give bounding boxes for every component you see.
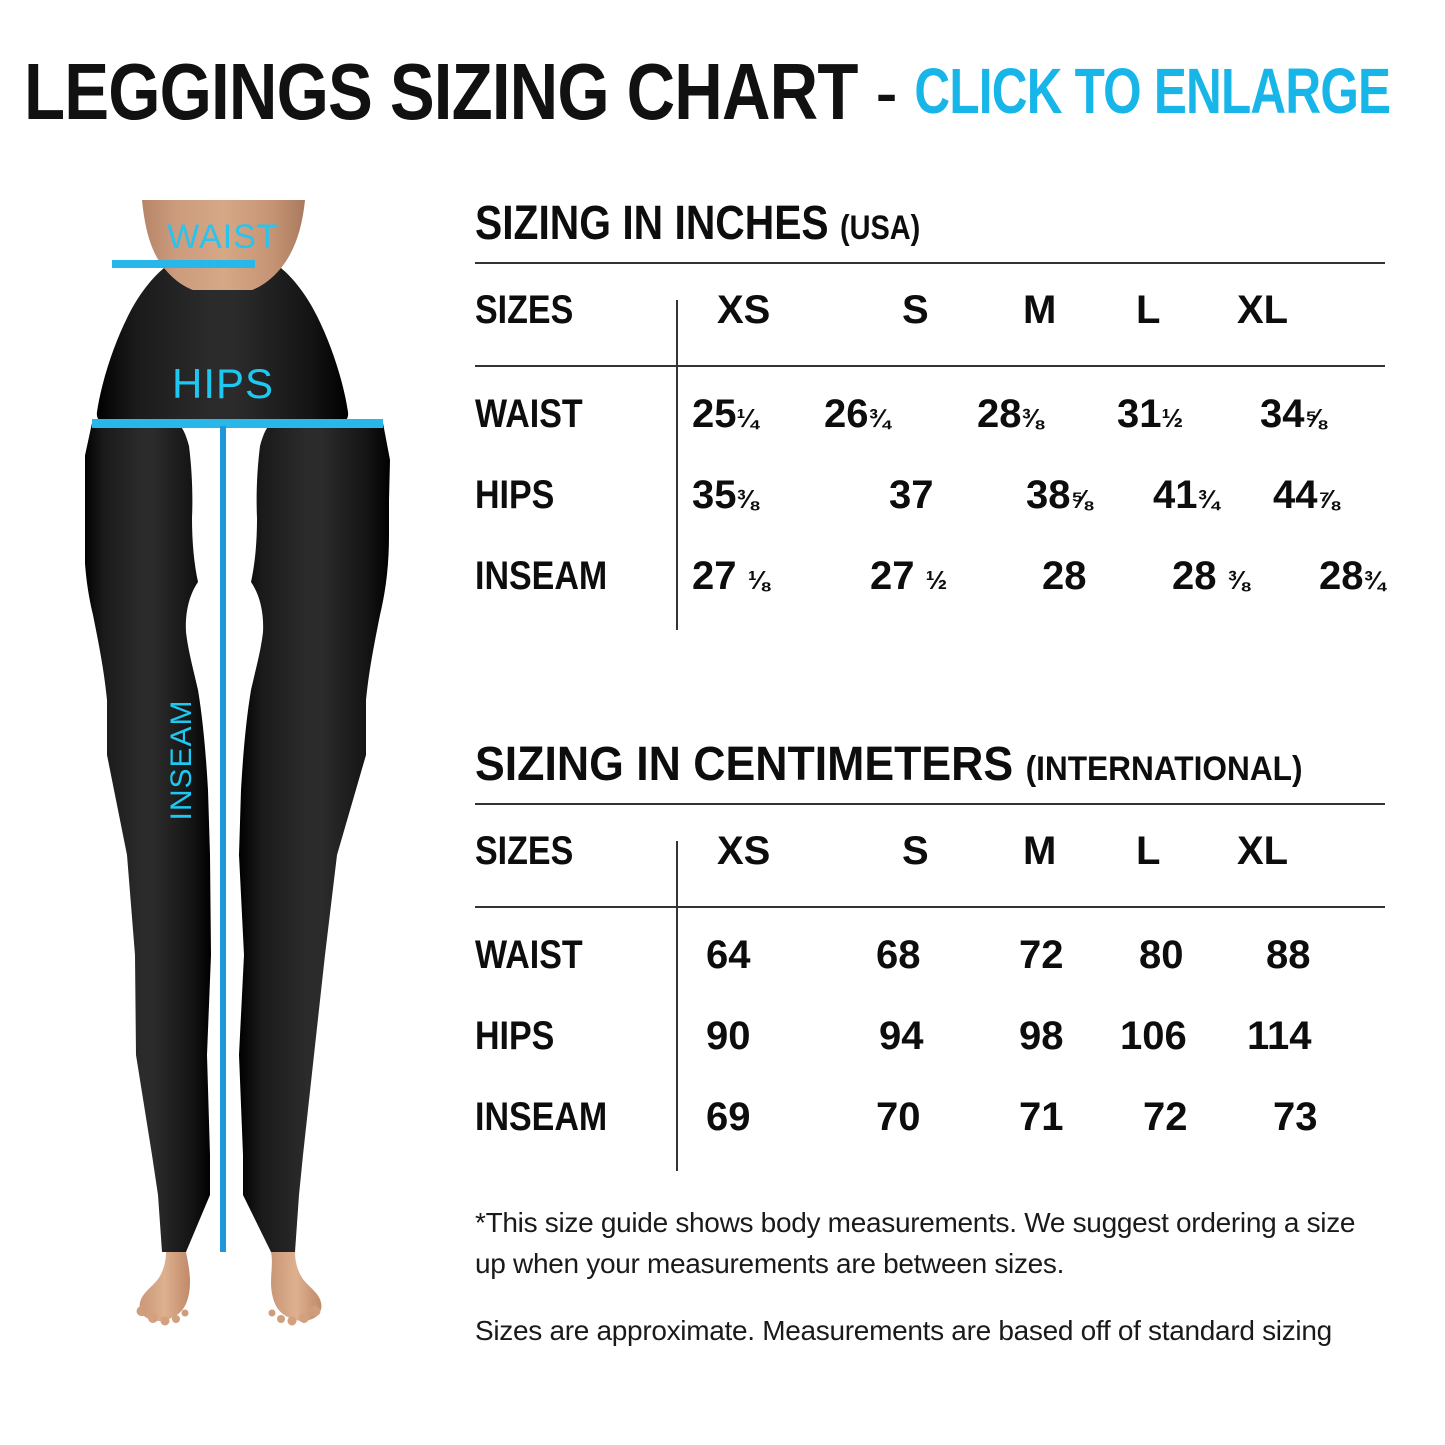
- svg-text:INSEAM: INSEAM: [165, 699, 198, 820]
- svg-text:HIPS: HIPS: [172, 360, 274, 407]
- svg-text:WAIST: WAIST: [167, 218, 278, 256]
